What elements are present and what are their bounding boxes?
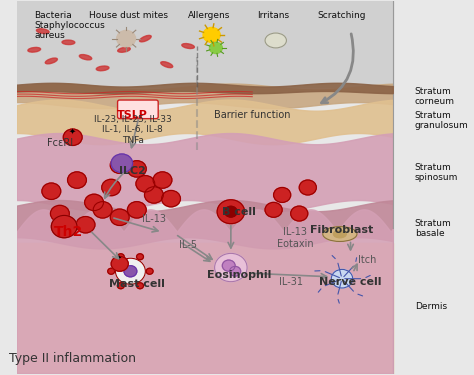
Ellipse shape	[62, 40, 75, 45]
Circle shape	[51, 215, 77, 238]
Text: IL-13
Eotaxin: IL-13 Eotaxin	[277, 227, 313, 249]
Circle shape	[331, 269, 353, 288]
Text: Allergens: Allergens	[188, 11, 231, 20]
Ellipse shape	[182, 44, 194, 48]
Polygon shape	[17, 84, 393, 109]
Ellipse shape	[79, 55, 92, 60]
Text: Eosinophil: Eosinophil	[207, 270, 272, 280]
Text: Barrier function: Barrier function	[214, 110, 291, 120]
Circle shape	[291, 206, 308, 221]
Text: Scratching: Scratching	[318, 11, 366, 20]
Text: Bacteria
Staphylococcus
aureus: Bacteria Staphylococcus aureus	[34, 11, 105, 40]
Text: Type II inflammation: Type II inflammation	[9, 352, 136, 365]
Circle shape	[118, 254, 124, 260]
Circle shape	[68, 172, 86, 188]
Ellipse shape	[46, 58, 57, 64]
Text: TSLP: TSLP	[117, 110, 148, 120]
Circle shape	[111, 154, 133, 173]
Circle shape	[42, 183, 61, 200]
Text: IL-5: IL-5	[179, 240, 197, 250]
Ellipse shape	[139, 35, 151, 42]
Circle shape	[222, 260, 235, 271]
Circle shape	[145, 187, 164, 203]
Circle shape	[215, 254, 247, 282]
Ellipse shape	[265, 33, 286, 48]
Circle shape	[108, 268, 115, 274]
Text: B cell: B cell	[222, 207, 256, 217]
Text: IL-13: IL-13	[142, 214, 166, 224]
Circle shape	[137, 283, 144, 289]
Circle shape	[64, 129, 82, 146]
Text: Itch: Itch	[358, 255, 377, 265]
Polygon shape	[17, 83, 393, 94]
Circle shape	[110, 157, 129, 173]
Circle shape	[225, 206, 237, 217]
Polygon shape	[17, 243, 393, 374]
FancyBboxPatch shape	[118, 100, 158, 118]
Circle shape	[111, 256, 128, 271]
Circle shape	[137, 254, 144, 260]
Text: Stratum
basale: Stratum basale	[415, 219, 451, 238]
Text: ✦: ✦	[68, 126, 75, 135]
Text: ILC2: ILC2	[119, 166, 146, 176]
Text: Stratum
granulosum: Stratum granulosum	[415, 111, 468, 130]
Circle shape	[93, 202, 112, 218]
Text: Th2: Th2	[54, 225, 83, 239]
Ellipse shape	[96, 66, 109, 71]
Circle shape	[203, 27, 220, 42]
Circle shape	[76, 216, 95, 233]
Circle shape	[273, 188, 291, 202]
Circle shape	[229, 266, 241, 276]
Text: IL-23, IL-25, IL-33
IL-1, IL-6, IL-8
TNFa: IL-23, IL-25, IL-33 IL-1, IL-6, IL-8 TNF…	[94, 115, 172, 145]
Text: Fibroblast: Fibroblast	[310, 225, 374, 235]
Circle shape	[217, 200, 245, 223]
Ellipse shape	[28, 47, 41, 52]
Text: ✦: ✦	[116, 255, 122, 261]
Circle shape	[116, 258, 146, 284]
Text: Nerve cell: Nerve cell	[319, 278, 382, 287]
Text: Dermis: Dermis	[415, 302, 447, 311]
Text: IL-31: IL-31	[279, 278, 303, 287]
Circle shape	[102, 179, 120, 196]
Text: Stratum
spinosum: Stratum spinosum	[415, 163, 458, 182]
Circle shape	[110, 209, 129, 225]
Ellipse shape	[323, 226, 357, 242]
Ellipse shape	[118, 47, 130, 52]
Text: Irritans: Irritans	[257, 11, 290, 20]
Text: Mast cell: Mast cell	[109, 279, 165, 289]
Ellipse shape	[161, 62, 173, 68]
Circle shape	[265, 202, 282, 217]
Polygon shape	[17, 210, 393, 374]
Text: Stratum
corneum: Stratum corneum	[415, 87, 455, 106]
Circle shape	[153, 172, 172, 188]
Ellipse shape	[36, 29, 49, 34]
Polygon shape	[17, 2, 393, 87]
Circle shape	[50, 206, 69, 222]
Text: House dust mites: House dust mites	[89, 11, 168, 20]
Circle shape	[162, 190, 181, 207]
Circle shape	[117, 30, 136, 47]
Circle shape	[128, 161, 146, 177]
Polygon shape	[17, 201, 393, 249]
Circle shape	[299, 180, 316, 195]
Circle shape	[118, 283, 124, 289]
Circle shape	[124, 266, 137, 277]
Polygon shape	[17, 100, 393, 145]
Polygon shape	[17, 134, 393, 212]
Circle shape	[85, 194, 103, 211]
Circle shape	[146, 268, 153, 274]
Text: FcεRI: FcεRI	[47, 138, 73, 148]
Ellipse shape	[333, 230, 346, 238]
Circle shape	[136, 176, 155, 192]
Circle shape	[210, 42, 222, 54]
Circle shape	[128, 202, 146, 218]
Polygon shape	[17, 243, 393, 374]
